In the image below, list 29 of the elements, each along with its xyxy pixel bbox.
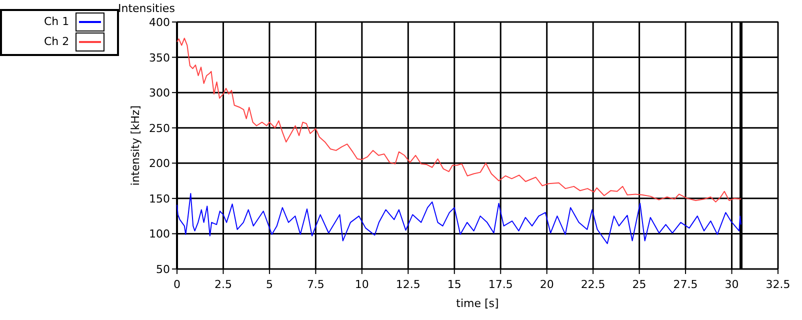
x-tick-label: 0 xyxy=(174,278,180,291)
x-tick-label: 22.5 xyxy=(580,278,606,291)
x-tick-label: 10 xyxy=(354,278,369,291)
y-tick-label: 300 xyxy=(149,86,170,100)
x-tick-label: 2.5 xyxy=(214,278,232,291)
line-series xyxy=(176,38,742,202)
x-tick-label: 30 xyxy=(724,278,739,291)
y-tick-label: 200 xyxy=(149,157,170,170)
x-tick-label: 20 xyxy=(540,278,554,291)
x-tick-label: 15 xyxy=(447,278,462,291)
legend-label: Ch 2 xyxy=(44,35,70,48)
x-tick-label: 7.5 xyxy=(306,278,324,291)
x-tick-label: 5 xyxy=(266,278,273,291)
x-axis-title: time [s] xyxy=(456,297,499,310)
y-tick-label: 250 xyxy=(149,122,170,135)
y-tick-label: 350 xyxy=(149,51,170,64)
y-tick-label: 50 xyxy=(156,263,170,276)
chart-title: Intensities xyxy=(118,2,176,15)
line-series xyxy=(176,192,742,244)
x-tick-label: 32.5 xyxy=(766,278,790,291)
y-axis-title: intensity [kHz] xyxy=(129,105,142,186)
x-tick-label: 27.5 xyxy=(673,278,698,291)
y-tick-label: 100 xyxy=(149,228,170,241)
y-tick-label: 150 xyxy=(149,192,170,206)
x-tick-label: 12.5 xyxy=(396,278,420,291)
legend-label: Ch 1 xyxy=(44,15,70,28)
y-tick-label: 400 xyxy=(149,16,170,29)
x-tick-label: 17.5 xyxy=(488,278,513,291)
x-tick-label: 25 xyxy=(632,278,646,291)
